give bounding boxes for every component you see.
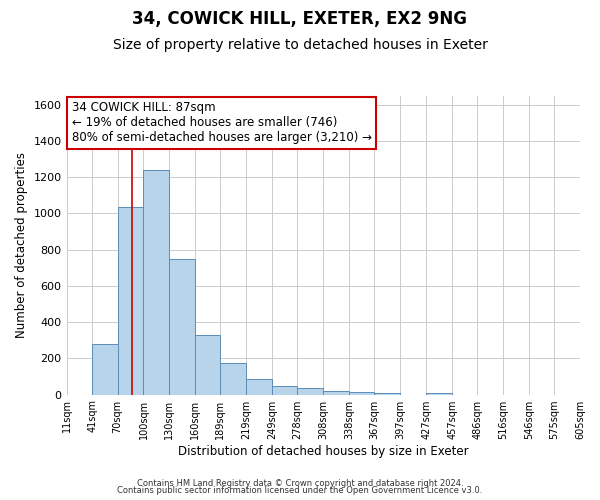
X-axis label: Distribution of detached houses by size in Exeter: Distribution of detached houses by size … <box>178 444 469 458</box>
Text: Contains HM Land Registry data © Crown copyright and database right 2024.: Contains HM Land Registry data © Crown c… <box>137 478 463 488</box>
Bar <box>272 386 298 394</box>
Bar <box>426 393 452 394</box>
Bar <box>220 363 247 394</box>
Text: 34, COWICK HILL, EXETER, EX2 9NG: 34, COWICK HILL, EXETER, EX2 9NG <box>133 10 467 28</box>
Text: Size of property relative to detached houses in Exeter: Size of property relative to detached ho… <box>113 38 487 52</box>
Bar <box>169 258 196 394</box>
Bar <box>247 379 272 394</box>
Bar <box>298 388 323 394</box>
Y-axis label: Number of detached properties: Number of detached properties <box>15 152 28 338</box>
Bar <box>323 391 349 394</box>
Bar <box>349 392 374 394</box>
Bar <box>118 207 143 394</box>
Bar <box>374 393 400 394</box>
Bar <box>196 335 220 394</box>
Text: 34 COWICK HILL: 87sqm
← 19% of detached houses are smaller (746)
80% of semi-det: 34 COWICK HILL: 87sqm ← 19% of detached … <box>71 102 371 144</box>
Text: Contains public sector information licensed under the Open Government Licence v3: Contains public sector information licen… <box>118 486 482 495</box>
Bar <box>143 170 169 394</box>
Bar <box>92 344 118 395</box>
